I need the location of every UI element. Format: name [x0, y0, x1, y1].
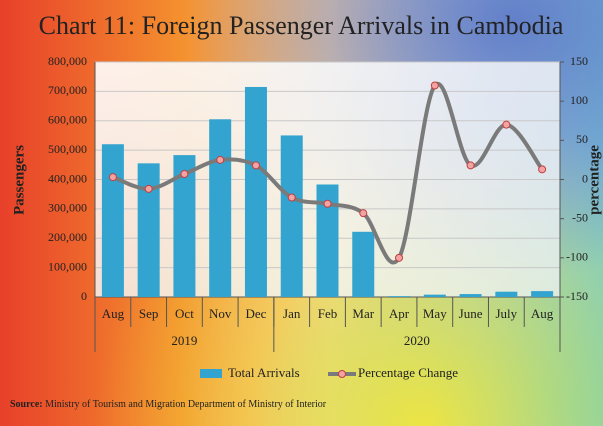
line-marker — [216, 155, 225, 164]
bar — [316, 184, 339, 297]
bar — [280, 135, 303, 297]
x-tick-label: Nov — [209, 306, 232, 321]
legend-marker — [338, 370, 346, 378]
group-label: 2019 — [171, 333, 197, 348]
source-text: Ministry of Tourism and Migration Depart… — [45, 399, 327, 410]
y2-axis-label: percentage — [586, 145, 602, 215]
y-tick-label: 600,000 — [48, 113, 87, 127]
legend-label: Total Arrivals — [228, 365, 300, 380]
x-tick-label: Aug — [531, 306, 554, 321]
line-marker — [430, 81, 439, 90]
line-marker — [108, 173, 117, 182]
y-tick-label: 0 — [81, 289, 87, 303]
chart-title: Chart 11: Foreign Passenger Arrivals in … — [39, 11, 564, 40]
line-marker — [287, 193, 296, 202]
bar — [423, 294, 446, 297]
x-tick-label: Apr — [389, 306, 410, 321]
y2-tick-label: -100 — [566, 250, 588, 264]
line-marker — [502, 120, 511, 129]
x-tick-label: Oct — [175, 306, 194, 321]
y2-tick-label: 0 — [582, 171, 588, 185]
line-marker — [323, 199, 332, 208]
source-label: Source: — [10, 399, 43, 410]
x-tick-label: Sep — [139, 306, 159, 321]
source: Source: Ministry of Tourism and Migratio… — [10, 399, 327, 410]
line-marker — [144, 184, 153, 193]
y2-tick-label: -50 — [572, 210, 588, 224]
bar — [209, 119, 232, 297]
bar — [173, 155, 196, 297]
y-tick-label: 300,000 — [48, 201, 87, 215]
legend-swatch — [200, 369, 222, 378]
group-label: 2020 — [404, 333, 430, 348]
x-tick-label: Jan — [283, 306, 301, 321]
line-marker — [466, 161, 475, 170]
line-marker — [395, 253, 404, 262]
bar — [388, 296, 411, 297]
line-marker — [180, 170, 189, 179]
x-tick-label: Feb — [318, 306, 338, 321]
y2-tick-label: -150 — [566, 289, 588, 303]
y-tick-label: 100,000 — [48, 259, 87, 273]
y-tick-label: 800,000 — [48, 54, 87, 68]
x-tick-label: Aug — [102, 306, 125, 321]
x-tick-label: May — [423, 306, 447, 321]
bar — [459, 294, 482, 297]
line-marker — [359, 209, 368, 218]
bar — [531, 291, 554, 297]
y2-tick-label: 50 — [576, 132, 588, 146]
x-tick-label: Mar — [352, 306, 374, 321]
x-tick-label: July — [496, 306, 518, 321]
line-marker — [538, 165, 547, 174]
bar — [137, 163, 160, 297]
y-tick-label: 700,000 — [48, 83, 87, 97]
y-tick-label: 200,000 — [48, 230, 87, 244]
x-tick-label: June — [459, 306, 483, 321]
y-axis-label: Passengers — [11, 145, 27, 215]
y2-tick-label: 100 — [570, 93, 588, 107]
legend-label: Percentage Change — [358, 365, 458, 380]
y2-tick-label: 150 — [570, 54, 588, 68]
y-tick-label: 400,000 — [48, 171, 87, 185]
bar — [244, 86, 267, 297]
y-tick-label: 500,000 — [48, 142, 87, 156]
line-marker — [251, 161, 260, 170]
bar — [101, 144, 124, 297]
bar — [352, 231, 375, 297]
x-tick-label: Dec — [245, 306, 266, 321]
bar — [495, 291, 518, 297]
